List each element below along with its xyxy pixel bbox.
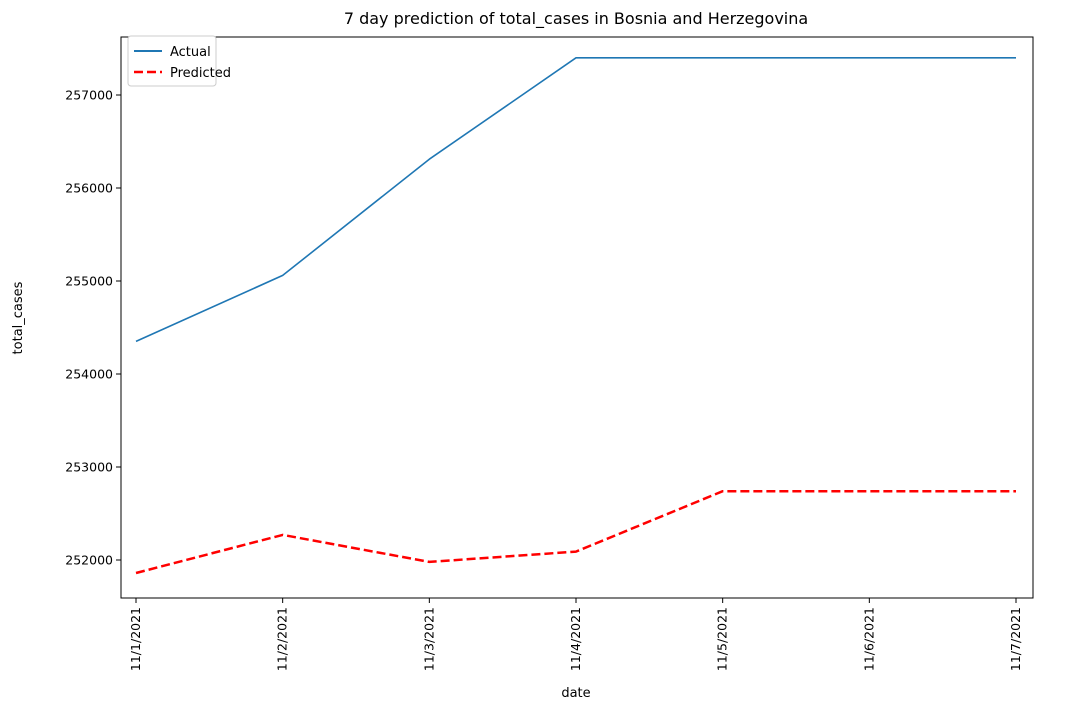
y-tick-label: 256000: [65, 181, 113, 196]
x-tick-label: 11/1/2021: [128, 607, 143, 671]
x-tick-label: 11/6/2021: [861, 607, 876, 671]
y-axis-label: total_cases: [11, 281, 26, 354]
legend-actual-label: Actual: [170, 45, 211, 60]
series-line-predicted: [135, 489, 1016, 575]
x-axis-label: date: [561, 686, 590, 701]
y-tick-label: 252000: [65, 553, 113, 568]
y-tick-label: 255000: [65, 274, 113, 289]
plot-frame: [120, 36, 1034, 599]
plot-area: [120, 36, 1034, 599]
y-tick-label: 257000: [65, 88, 113, 103]
x-tick-label: 11/2/2021: [275, 607, 290, 671]
x-tick-label: 11/4/2021: [568, 607, 583, 671]
chart-title: 7 day prediction of total_cases in Bosni…: [344, 9, 808, 29]
y-tick-label: 254000: [65, 367, 113, 382]
y-axis: 252000 253000 254000 255000 256000 257000: [65, 88, 121, 568]
x-axis: 11/1/2021 11/2/2021 11/3/2021 11/4/2021 11/5…: [128, 598, 1023, 671]
x-tick-label: 11/7/2021: [1008, 607, 1023, 671]
x-tick-label: 11/5/2021: [715, 607, 730, 671]
series-line-actual: [135, 56, 1016, 343]
y-tick-label: 253000: [65, 460, 113, 475]
x-tick-label: 11/3/2021: [421, 607, 436, 671]
legend: Actual Predicted: [127, 35, 231, 87]
legend-predicted-label: Predicted: [170, 66, 231, 81]
series-layer: [135, 56, 1016, 575]
legend-box: [127, 35, 217, 87]
